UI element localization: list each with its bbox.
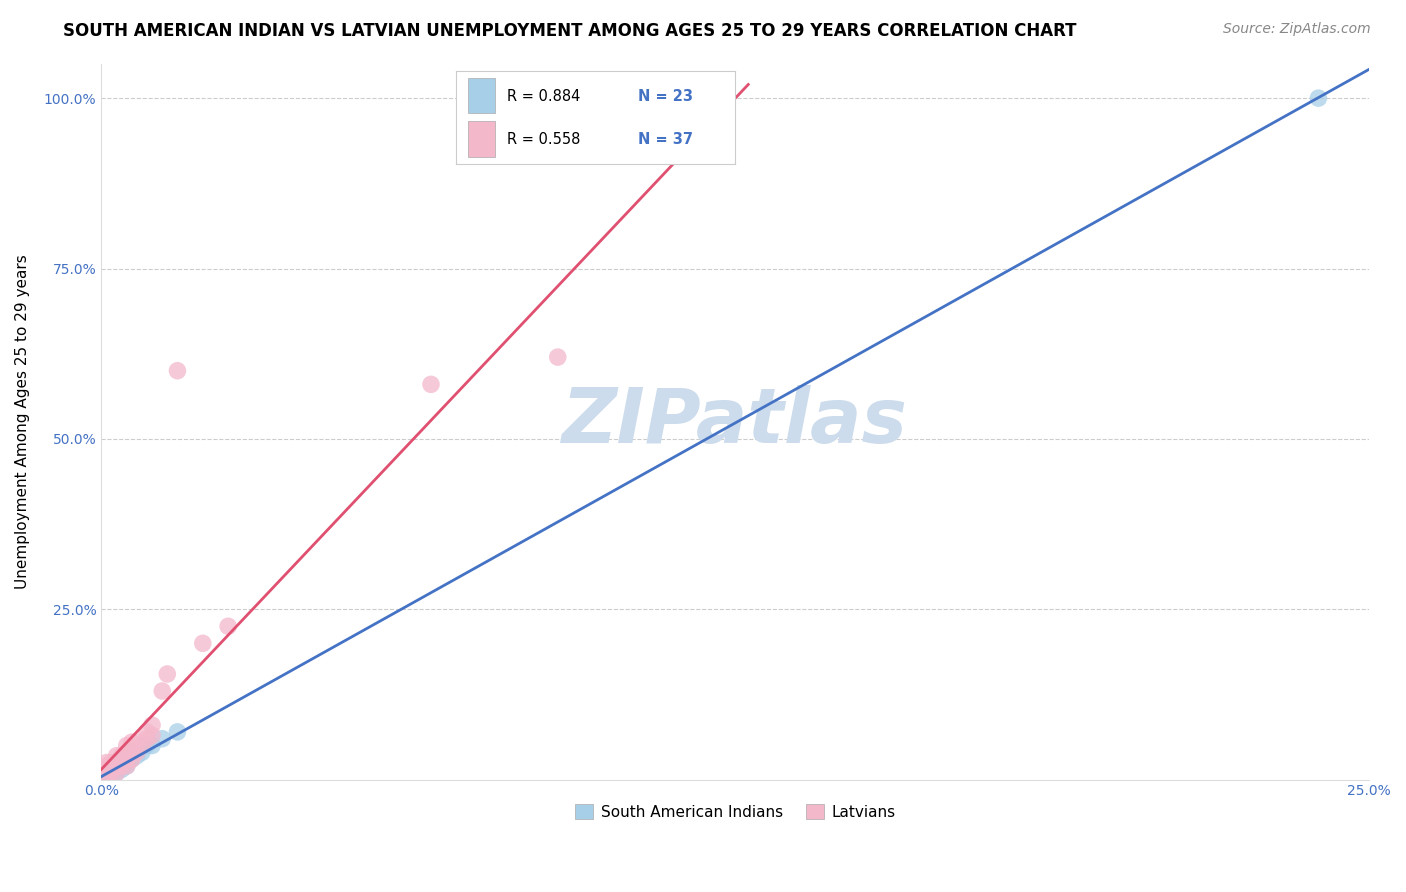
Point: [96, 756, 118, 770]
Point: [125, 735, 148, 749]
Point: [136, 731, 159, 746]
Point: [96, 765, 118, 780]
Point: [100, 769, 122, 783]
Point: [100, 756, 122, 770]
Point: [166, 725, 188, 739]
Point: [111, 759, 134, 773]
Point: [121, 752, 143, 766]
Point: [105, 765, 128, 780]
Point: [105, 748, 128, 763]
Point: [96, 769, 118, 783]
Point: [115, 759, 138, 773]
Point: [100, 763, 122, 777]
Point: [100, 759, 122, 773]
Point: [121, 752, 143, 766]
Point: [105, 759, 128, 773]
Point: [100, 765, 122, 780]
Point: [96, 759, 118, 773]
Point: [105, 763, 128, 777]
Point: [547, 350, 569, 364]
Point: [115, 756, 138, 770]
Text: Source: ZipAtlas.com: Source: ZipAtlas.com: [1223, 22, 1371, 37]
Point: [115, 739, 138, 753]
Point: [111, 748, 134, 763]
Point: [1308, 91, 1330, 105]
Legend: South American Indians, Latvians: South American Indians, Latvians: [568, 797, 901, 826]
Point: [125, 745, 148, 759]
Point: [96, 765, 118, 780]
Point: [96, 763, 118, 777]
Point: [217, 619, 239, 633]
Point: [111, 756, 134, 770]
Point: [191, 636, 214, 650]
Point: [131, 739, 153, 753]
Point: [96, 769, 118, 783]
Point: [141, 739, 163, 753]
Point: [156, 667, 179, 681]
Point: [136, 725, 159, 739]
Point: [125, 748, 148, 763]
Point: [131, 745, 153, 759]
Point: [115, 759, 138, 773]
Point: [166, 364, 188, 378]
Point: [141, 728, 163, 742]
Point: [150, 731, 173, 746]
Point: [420, 377, 443, 392]
Point: [115, 752, 138, 766]
Point: [121, 745, 143, 759]
Point: [105, 756, 128, 770]
Text: ZIPatlas: ZIPatlas: [562, 384, 908, 458]
Point: [141, 718, 163, 732]
Point: [136, 739, 159, 753]
Point: [100, 763, 122, 777]
Point: [121, 735, 143, 749]
Point: [105, 759, 128, 773]
Y-axis label: Unemployment Among Ages 25 to 29 years: Unemployment Among Ages 25 to 29 years: [15, 254, 30, 590]
Point: [111, 756, 134, 770]
Point: [115, 745, 138, 759]
Point: [111, 763, 134, 777]
Text: SOUTH AMERICAN INDIAN VS LATVIAN UNEMPLOYMENT AMONG AGES 25 TO 29 YEARS CORRELAT: SOUTH AMERICAN INDIAN VS LATVIAN UNEMPLO…: [63, 22, 1077, 40]
Point: [105, 765, 128, 780]
Point: [100, 765, 122, 780]
Point: [150, 684, 173, 698]
Point: [111, 759, 134, 773]
